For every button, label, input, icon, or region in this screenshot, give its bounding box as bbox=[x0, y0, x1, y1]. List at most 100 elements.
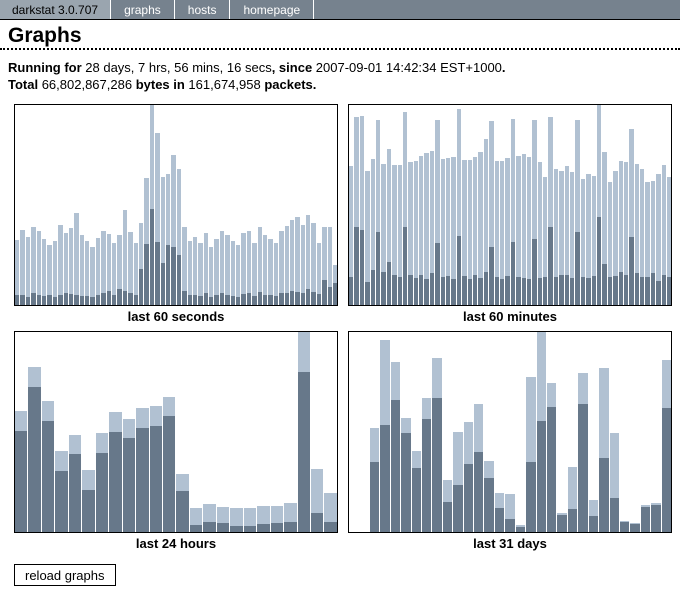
bar bbox=[149, 105, 155, 305]
bar bbox=[453, 432, 463, 532]
bar bbox=[324, 493, 337, 532]
bar bbox=[588, 500, 599, 532]
bar bbox=[176, 169, 182, 305]
nav-filler bbox=[314, 0, 680, 19]
bar bbox=[25, 237, 31, 305]
nav-item-hosts[interactable]: hosts bbox=[175, 0, 231, 19]
bar bbox=[47, 245, 52, 305]
bar bbox=[189, 508, 203, 532]
bar bbox=[297, 332, 310, 532]
bar bbox=[532, 120, 537, 305]
page-title: Graphs bbox=[8, 24, 82, 47]
bar bbox=[419, 156, 424, 305]
bar bbox=[537, 162, 543, 305]
bar bbox=[489, 121, 494, 305]
bar bbox=[505, 494, 515, 532]
bar bbox=[411, 451, 421, 532]
bar bbox=[510, 119, 516, 305]
bar bbox=[370, 159, 375, 305]
bar bbox=[380, 340, 390, 532]
bar bbox=[599, 368, 609, 532]
bar bbox=[516, 156, 521, 305]
chart-last-31-days: last 31 days bbox=[348, 331, 672, 558]
bar bbox=[397, 165, 402, 305]
bar bbox=[435, 120, 440, 305]
nav-item-homepage[interactable]: homepage bbox=[230, 0, 315, 19]
bar bbox=[306, 215, 311, 305]
bar bbox=[216, 507, 230, 532]
bar bbox=[101, 231, 106, 305]
bar bbox=[327, 227, 333, 305]
bar bbox=[230, 508, 243, 532]
bar bbox=[609, 433, 619, 532]
bar bbox=[618, 161, 623, 305]
bar bbox=[548, 117, 553, 305]
bar bbox=[661, 165, 667, 305]
bar bbox=[619, 521, 630, 532]
bar bbox=[656, 174, 661, 305]
bar bbox=[381, 164, 386, 305]
bar bbox=[543, 177, 548, 305]
nav-item-graphs[interactable]: graphs bbox=[111, 0, 175, 19]
bar bbox=[359, 116, 365, 305]
bar bbox=[63, 233, 68, 305]
bar bbox=[401, 418, 411, 532]
bar bbox=[602, 152, 607, 305]
bar bbox=[162, 397, 176, 532]
bar bbox=[109, 412, 122, 532]
bar bbox=[74, 213, 79, 305]
bar bbox=[133, 243, 138, 305]
bar bbox=[607, 182, 613, 305]
bar bbox=[467, 160, 472, 305]
nav-brand: darkstat 3.0.707 bbox=[0, 0, 112, 19]
bar bbox=[559, 171, 564, 305]
bar bbox=[661, 360, 671, 532]
bar bbox=[95, 433, 109, 532]
bar bbox=[198, 243, 203, 305]
bar bbox=[645, 182, 650, 305]
bar bbox=[567, 467, 578, 532]
bar bbox=[165, 174, 171, 305]
bar bbox=[284, 503, 297, 532]
bar bbox=[289, 220, 295, 305]
bar bbox=[85, 241, 90, 305]
bar bbox=[499, 161, 505, 305]
bar bbox=[284, 226, 289, 305]
bar bbox=[310, 469, 324, 532]
chart-last-60-minutes: last 60 minutes bbox=[348, 104, 672, 331]
bar bbox=[424, 153, 429, 305]
bar bbox=[122, 210, 128, 305]
bar bbox=[442, 480, 453, 532]
totals-line: Total 66,802,867,286 bytes in 161,674,95… bbox=[8, 77, 317, 92]
bar bbox=[257, 506, 270, 532]
chart-plot-last-24-hours bbox=[14, 331, 338, 533]
bar bbox=[117, 235, 122, 305]
bar bbox=[547, 383, 557, 532]
bar bbox=[79, 235, 85, 305]
bar bbox=[28, 367, 41, 532]
bar bbox=[483, 139, 489, 305]
bar bbox=[667, 177, 671, 305]
bar bbox=[252, 243, 257, 305]
bar bbox=[273, 243, 279, 305]
bar bbox=[160, 177, 165, 305]
bar bbox=[270, 506, 284, 532]
bar bbox=[95, 238, 101, 305]
bar bbox=[155, 133, 160, 305]
bar bbox=[138, 223, 144, 305]
bar bbox=[333, 265, 337, 305]
bar bbox=[651, 503, 661, 532]
bar bbox=[31, 227, 36, 305]
bar bbox=[515, 525, 526, 532]
bar bbox=[640, 169, 645, 305]
bar bbox=[553, 169, 559, 305]
bar bbox=[241, 233, 246, 305]
bar bbox=[209, 247, 214, 305]
chart-plot-last-31-days bbox=[348, 331, 672, 533]
reload-graphs-button[interactable]: reload graphs bbox=[14, 564, 116, 586]
bar bbox=[526, 157, 532, 305]
bar bbox=[55, 451, 68, 532]
bar bbox=[456, 109, 462, 305]
bar bbox=[15, 411, 28, 532]
uptime-line: Running for 28 days, 7 hrs, 56 mins, 16 … bbox=[8, 60, 506, 75]
